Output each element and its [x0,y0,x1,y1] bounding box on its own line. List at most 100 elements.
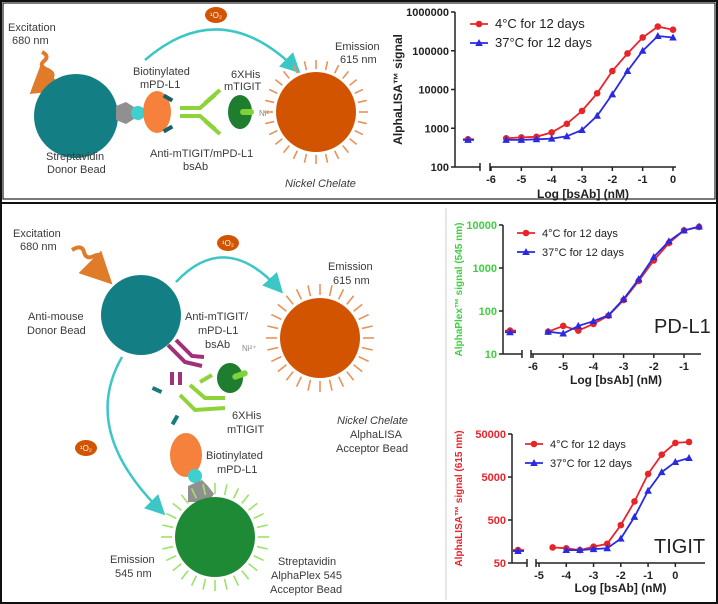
spike [277,364,287,373]
x-tick-label: -5 [516,174,526,186]
legend-label: 4°C for 12 days [542,228,618,240]
acceptor-bead-label: Acceptor Bead [270,584,342,596]
y-tick-label: 1000 [425,123,449,135]
legend-label: 37°C for 12 days [495,35,592,50]
x-tick-label: -5 [558,361,568,373]
data-point-4c [644,470,652,478]
nickel-chelate-bead [276,72,356,152]
streptavidin-icon [188,480,214,502]
legend-marker-37c [530,459,538,466]
data-point-37c [619,295,628,303]
data-point-37c [695,222,703,230]
data-point-4c [654,23,662,30]
spike [292,150,299,160]
spike [232,575,240,586]
bsab-antibody-icon [178,373,226,413]
data-point-37c [603,544,611,552]
spike [274,138,283,146]
spike [190,575,198,586]
spike [357,120,367,125]
spike [295,376,303,387]
spike [342,145,350,154]
antibody-tab [162,124,174,134]
spike [349,138,358,146]
donor-bead-label: Streptavidin [46,151,104,163]
data-point-37c [650,253,658,261]
singlet-oxygen-arrow-2 [106,356,166,516]
legend-marker-4c [522,229,530,237]
legend-marker-4c [530,440,538,448]
spike [180,494,189,504]
spike [180,570,189,580]
spike [268,129,278,136]
anti-mouse-donor-bead [101,275,181,355]
x-tick-label: -2 [649,361,659,373]
donor-bead-label: Anti-mouse [28,311,84,323]
excitation-wave-icon [70,245,113,285]
spike [162,524,174,529]
emission-label: Emission [328,261,373,273]
spike [162,545,174,550]
mpd-l1-protein [170,433,202,477]
data-point-4c [559,322,567,330]
spike [202,484,207,496]
x-tick-label: -3 [577,174,587,186]
excitation-wavelength: 680 nm [20,241,57,253]
x-tick-label: -4 [547,174,558,186]
spike [248,563,258,572]
spike [253,512,264,520]
antibody-tab [151,386,163,394]
emission-545-label: Emission [110,554,155,566]
y-tick-label: 100000 [412,46,449,58]
alphalisa-label: AlphaLISA [350,429,403,441]
nickel-bead-spikes [266,284,374,392]
spike [282,70,290,79]
spike [172,502,182,511]
x-tick-label: -1 [638,174,648,186]
spike [232,488,240,499]
spike [358,313,369,321]
data-point-37c [623,67,632,75]
anti-mouse-antibody-icon [166,338,205,385]
mtigit-label: mTIGIT [224,81,262,93]
top-assay-diagram: Excitation 680 nm ¹O₂ Ni²⁺ Biotinylated … [8,7,380,190]
y-tick-label: 1000 [473,263,497,275]
spike [265,120,275,125]
data-point-37c [532,135,541,143]
data-point-37c [544,327,552,335]
spike [166,512,177,520]
spike [303,153,308,163]
x-tick-label: -1 [643,570,653,582]
spike [253,554,264,562]
data-point-37c [514,547,522,555]
spike [353,303,363,312]
spike [241,494,250,504]
data-point-37c [657,468,666,476]
spike [361,325,373,330]
spike [346,371,355,381]
legend-label: 4°C for 12 days [550,439,626,451]
data-point-37c [593,111,601,119]
data-point-37c [589,317,598,325]
data-point-37c [589,545,598,553]
data-point-37c [680,226,688,234]
spike [333,150,340,160]
data-point-4c [578,107,586,115]
x-tick-label: -1 [679,361,689,373]
mpd-l1-label: mPD-L1 [217,464,257,476]
spike [324,61,329,71]
bsab-label-2: bsAb [183,161,208,173]
data-point-37c [502,135,510,143]
data-point-37c [578,126,586,134]
x-axis-label: Log [bsAb] (nM) [575,581,667,595]
x-tick-label: -4 [589,361,600,373]
spike [307,379,312,391]
spike [277,303,287,312]
spike [265,99,275,104]
antibody-tab [162,93,174,103]
spike [271,355,282,363]
biotinylated-label: Biotinylated [206,450,263,462]
spike [361,346,373,351]
legend-label: 37°C for 12 days [542,247,625,259]
nickel-chelate-label: Nickel Chelate [337,415,408,427]
